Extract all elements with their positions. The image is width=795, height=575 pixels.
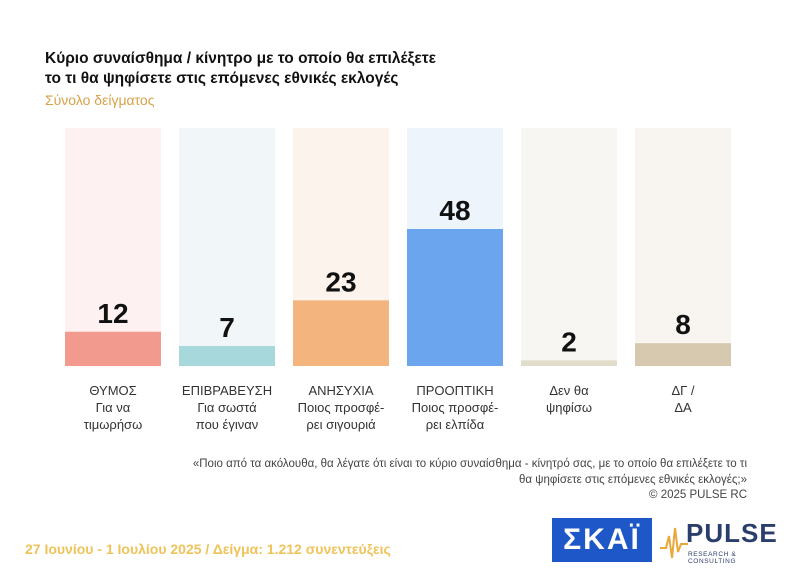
category-label-line: τιμωρήσω: [84, 417, 142, 432]
category-label-line: ΔΓ /: [671, 383, 694, 398]
category-label-line: Ποιος προσφέ-: [298, 400, 385, 415]
bar: [179, 346, 275, 366]
category-label-line: ρει ελπίδα: [426, 417, 485, 432]
chart-title: Κύριο συναίσθημα / κίνητρο με το οποίο θ…: [45, 49, 436, 89]
pulse-logo: PULSE RESEARCH & CONSULTING: [660, 518, 785, 565]
bar-background: [65, 128, 161, 366]
bar-chart: 12 ΘΥΜΟΣ Για να τιμωρήσω 7 ΕΠΙΒΡΑΒΕΥΣΗ Για σωσ…: [65, 128, 731, 432]
bar: [521, 360, 617, 366]
bar: [635, 343, 731, 366]
pulse-logo-subtitle: RESEARCH & CONSULTING: [688, 551, 737, 565]
bar-background: [635, 128, 731, 366]
data-label: 8: [675, 309, 691, 340]
data-label: 7: [219, 312, 235, 343]
bar: [65, 331, 161, 366]
title-line-1: Κύριο συναίσθημα / κίνητρο με το οποίο θ…: [45, 50, 436, 67]
data-label: 23: [325, 266, 356, 297]
category-label: ΘΥΜΟΣ Για να τιμωρήσω: [84, 383, 142, 432]
chart-subtitle: Σύνολο δείγματος: [45, 92, 155, 108]
skai-logo: ΣΚΑΪ: [552, 518, 652, 562]
bar: [293, 300, 389, 366]
category-label-line: Για σωστά: [197, 400, 257, 415]
data-label: 48: [439, 195, 470, 226]
category-label-line: ρει σιγουριά: [306, 417, 376, 432]
data-label: 2: [561, 326, 577, 357]
question-text: «Ποιο από τα ακόλουθα, θα λέγατε ότι είν…: [192, 458, 747, 486]
category-label: ΠΡΟΟΠΤΙΚΗ Ποιος προσφέ-ρει ελπίδα: [412, 383, 499, 432]
pulse-wave-icon: [660, 527, 688, 559]
pulse-logo-name: PULSE: [686, 518, 778, 548]
category-label: ΑΝΗΣΥΧΙΑ Ποιος προσφέ-ρει σιγουριά: [298, 383, 385, 432]
category-label-line: ΠΡΟΟΠΤΙΚΗ: [416, 383, 493, 398]
bar-background: [521, 128, 617, 366]
category-label-line: Δεν θα: [549, 383, 589, 398]
bar-background: [179, 128, 275, 366]
category-label-line: που έγιναν: [196, 417, 258, 432]
category-label-line: ΑΝΗΣΥΧΙΑ: [308, 383, 373, 398]
data-label: 12: [97, 298, 128, 329]
category-label: ΕΠΙΒΡΑΒΕΥΣΗ Για σωστά που έγιναν: [182, 383, 272, 432]
category-label-line: ΕΠΙΒΡΑΒΕΥΣΗ: [182, 383, 272, 398]
category-label-line: ψηφίσω: [546, 400, 592, 415]
category-label: Δεν θα ψηφίσω: [546, 383, 592, 415]
category-label-line: ΔΑ: [674, 400, 692, 415]
title-line-2: το τι θα ψηφίσετε στις επόμενες εθνικές …: [45, 70, 399, 87]
fieldwork-footer: 27 Ιουνίου - 1 Ιουλίου 2025 / Δείγμα: 1.…: [25, 541, 391, 557]
category-label-line: ΘΥΜΟΣ: [89, 383, 136, 398]
category-label: ΔΓ / ΔΑ: [671, 383, 694, 415]
category-label-line: Ποιος προσφέ-: [412, 400, 499, 415]
bar: [407, 229, 503, 366]
category-label-line: Για να: [96, 400, 131, 415]
copyright: © 2025 PULSE RC: [649, 489, 747, 501]
